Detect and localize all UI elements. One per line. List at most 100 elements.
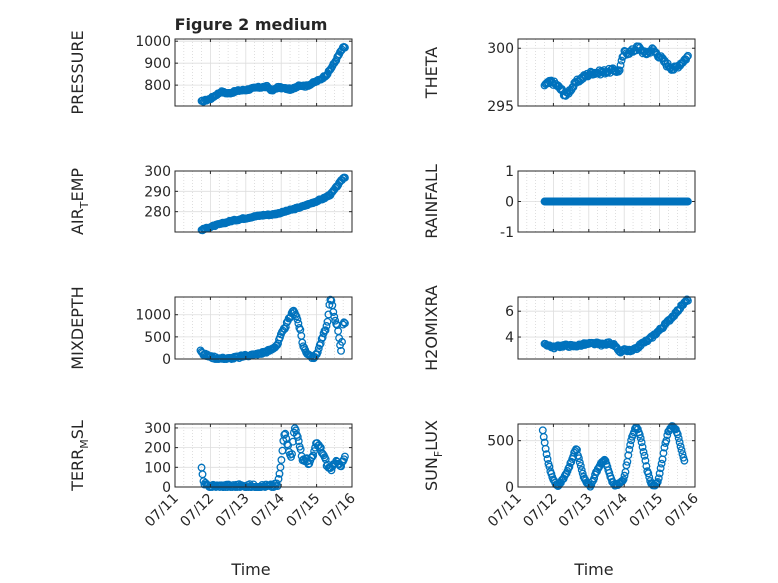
data-point bbox=[310, 447, 319, 456]
data-point bbox=[636, 434, 645, 443]
axes-box bbox=[517, 38, 696, 107]
data-point bbox=[539, 432, 548, 441]
x-tick-label: 07/16 bbox=[319, 490, 359, 530]
h2omixra-subplot: 4 6 H2OMIXRA bbox=[422, 285, 696, 371]
y-tick-label: 6 bbox=[505, 304, 514, 320]
data-point bbox=[293, 432, 302, 441]
data-point bbox=[313, 348, 322, 357]
data-point bbox=[276, 463, 285, 472]
data-point bbox=[289, 437, 297, 446]
data-point bbox=[541, 444, 550, 453]
data-point bbox=[683, 197, 692, 206]
data-point bbox=[683, 51, 692, 60]
data-point bbox=[545, 462, 554, 471]
x-tick-label: 07/15 bbox=[284, 491, 324, 531]
y-axis-label: H2OMIXRA bbox=[422, 285, 441, 371]
y-tick-label: 1 bbox=[505, 164, 514, 180]
data-point bbox=[637, 438, 646, 447]
y-axis-label: PRESSURE bbox=[68, 30, 87, 114]
y-tick-label: 290 bbox=[144, 184, 171, 200]
y-tick-label: 295 bbox=[487, 99, 514, 115]
data-point bbox=[620, 471, 629, 480]
data-point bbox=[573, 445, 581, 454]
data-point bbox=[657, 459, 666, 468]
data-point bbox=[640, 451, 649, 460]
x-tick-label: 07/14 bbox=[248, 490, 288, 530]
x-tick-label: 07/14 bbox=[591, 490, 631, 530]
data-point bbox=[294, 437, 303, 445]
data-point bbox=[656, 464, 665, 473]
y-tick-label: 300 bbox=[487, 41, 514, 57]
data-point bbox=[635, 430, 644, 439]
data-point bbox=[616, 61, 625, 70]
data-point bbox=[683, 295, 691, 304]
x-tick-label: 07/16 bbox=[662, 490, 702, 530]
y-tick-label: 500 bbox=[487, 434, 514, 450]
data-point bbox=[660, 443, 669, 452]
data-point bbox=[331, 316, 340, 325]
axes-box bbox=[174, 296, 353, 360]
data-point bbox=[340, 319, 349, 328]
data-point bbox=[652, 479, 661, 487]
data-point bbox=[659, 449, 668, 458]
air-temp-subplot: 280 290 300 AIRTEMP bbox=[68, 164, 353, 235]
data-point bbox=[674, 434, 683, 443]
data-point bbox=[309, 451, 318, 460]
y-tick-label: 4 bbox=[505, 330, 514, 346]
x-tick-label: 07/13 bbox=[556, 491, 596, 531]
data-point bbox=[655, 469, 664, 478]
data-point bbox=[653, 477, 662, 486]
y-axis-label: MIXDEPTH bbox=[68, 286, 87, 369]
y-tick-label: 0 bbox=[505, 480, 514, 496]
data-point bbox=[625, 445, 634, 454]
y-axis-label: SUNFLUX bbox=[422, 420, 445, 491]
data-point bbox=[338, 337, 346, 346]
x-tick-label: 07/13 bbox=[213, 491, 253, 531]
x-tick-label: 07/12 bbox=[520, 491, 560, 531]
data-point bbox=[325, 300, 334, 309]
data-point bbox=[293, 315, 302, 324]
data-point bbox=[673, 430, 682, 439]
data-point bbox=[575, 458, 584, 467]
y-tick-label: 0 bbox=[505, 195, 514, 211]
data-point bbox=[281, 429, 290, 438]
right-x-axis-label: Time bbox=[573, 560, 613, 579]
x-tick-label: 07/11 bbox=[485, 491, 525, 531]
axes-box bbox=[174, 423, 353, 488]
data-point bbox=[323, 317, 332, 326]
data-point bbox=[274, 475, 283, 483]
data-point bbox=[626, 440, 635, 449]
data-point bbox=[638, 443, 647, 452]
data-point bbox=[683, 53, 691, 62]
y-tick-label: 300 bbox=[144, 164, 171, 180]
data-point bbox=[574, 454, 583, 463]
y-tick-label: 280 bbox=[144, 205, 171, 221]
y-tick-label: 100 bbox=[144, 460, 171, 476]
rainfall-subplot: -1 0 1 RAINFALL bbox=[422, 164, 696, 241]
data-point bbox=[676, 442, 685, 451]
data-point bbox=[619, 475, 628, 484]
y-axis-label: THETA bbox=[422, 47, 441, 99]
y-tick-label: 1000 bbox=[135, 34, 171, 50]
data-point bbox=[622, 461, 631, 470]
data-point bbox=[663, 431, 672, 440]
data-point bbox=[600, 455, 609, 464]
data-point bbox=[330, 312, 339, 321]
data-point bbox=[322, 322, 331, 330]
data-point bbox=[654, 474, 663, 483]
theta-subplot: 295 300 THETA bbox=[422, 38, 696, 115]
x-tick-label: 07/12 bbox=[177, 491, 217, 531]
data-point bbox=[618, 476, 627, 485]
data-point bbox=[340, 43, 349, 52]
data-point bbox=[340, 173, 349, 182]
y-tick-label: 500 bbox=[144, 330, 171, 346]
data-point bbox=[577, 466, 586, 474]
y-axis-label: AIRTEMP bbox=[68, 168, 91, 235]
data-point bbox=[615, 66, 624, 75]
data-point bbox=[565, 462, 574, 471]
data-point bbox=[642, 462, 651, 471]
y-tick-label: 0 bbox=[162, 480, 171, 496]
x-tick-label: 07/11 bbox=[142, 491, 182, 531]
data-point bbox=[644, 469, 653, 478]
